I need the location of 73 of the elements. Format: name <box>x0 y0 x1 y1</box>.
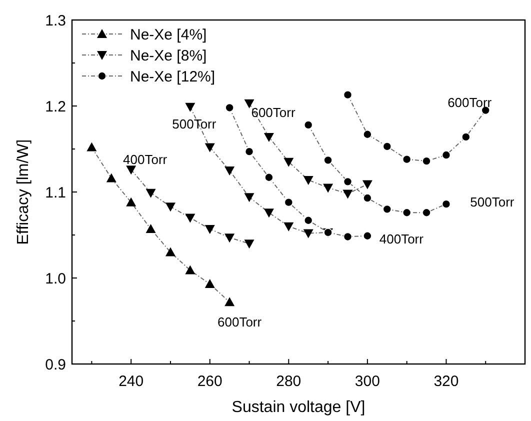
point <box>442 150 451 160</box>
point <box>126 197 136 206</box>
point <box>185 102 196 112</box>
point <box>224 234 235 243</box>
x-axis-title: Sustain voltage [V] <box>232 399 366 416</box>
point <box>462 132 470 142</box>
point <box>204 279 215 288</box>
point <box>204 224 215 234</box>
annotation: 600Torr <box>251 104 296 120</box>
y-tick-label: 1.0 <box>45 270 66 288</box>
point <box>343 177 352 186</box>
point <box>304 120 313 130</box>
point <box>343 232 352 242</box>
point <box>224 297 235 306</box>
y-tick-label: 0.9 <box>45 356 66 374</box>
y-axis-title: Efficacy [lm/W] <box>15 139 32 245</box>
annotation: 500Torr <box>172 116 217 132</box>
annotation: 400Torr <box>379 231 424 246</box>
point <box>244 193 254 202</box>
point <box>264 132 274 142</box>
point <box>382 142 392 151</box>
point <box>185 265 196 274</box>
point <box>244 99 254 108</box>
point <box>146 224 156 233</box>
y-tick-label: 1.3 <box>45 12 66 30</box>
point <box>185 214 196 223</box>
point <box>284 198 294 207</box>
point <box>244 240 254 249</box>
y-tick-label: 1.1 <box>45 184 66 202</box>
point <box>442 200 451 208</box>
point <box>382 204 392 214</box>
point <box>363 130 372 139</box>
x-tick-label: 260 <box>197 373 222 390</box>
point <box>363 231 372 240</box>
point <box>86 142 97 152</box>
point <box>106 173 116 182</box>
point <box>303 229 314 238</box>
point <box>244 147 254 156</box>
x-tick-label: 300 <box>354 373 380 390</box>
point <box>284 158 294 167</box>
legend-label: Ne-Xe [8%] <box>130 47 207 64</box>
point <box>204 143 215 152</box>
annotation: 500Torr <box>470 194 515 210</box>
point <box>362 180 372 190</box>
point <box>146 188 156 198</box>
point <box>126 166 136 175</box>
point <box>343 90 352 100</box>
legend-label: Ne-Xe [12%] <box>130 68 216 86</box>
point <box>304 216 313 225</box>
point <box>225 103 234 112</box>
x-tick-label: 240 <box>118 373 144 390</box>
point <box>303 176 314 185</box>
x-tick-label: 280 <box>276 373 302 390</box>
annotation: 600Torr <box>448 94 492 110</box>
point <box>165 247 176 256</box>
point <box>224 166 235 176</box>
annotation: 400Torr <box>123 152 168 168</box>
point <box>342 190 353 199</box>
point <box>264 208 274 218</box>
y-tick-label: 1.2 <box>45 98 66 116</box>
point <box>323 184 334 193</box>
point <box>422 208 431 218</box>
point <box>402 208 412 218</box>
point <box>324 156 332 165</box>
x-tick-label: 320 <box>434 373 459 390</box>
annotation: 600Torr <box>218 314 262 330</box>
point <box>402 154 412 164</box>
legend-label: Ne-Xe [4%] <box>130 26 207 44</box>
point <box>363 194 372 202</box>
point <box>165 202 176 212</box>
point <box>422 156 431 166</box>
point <box>264 172 274 182</box>
point <box>284 222 294 232</box>
